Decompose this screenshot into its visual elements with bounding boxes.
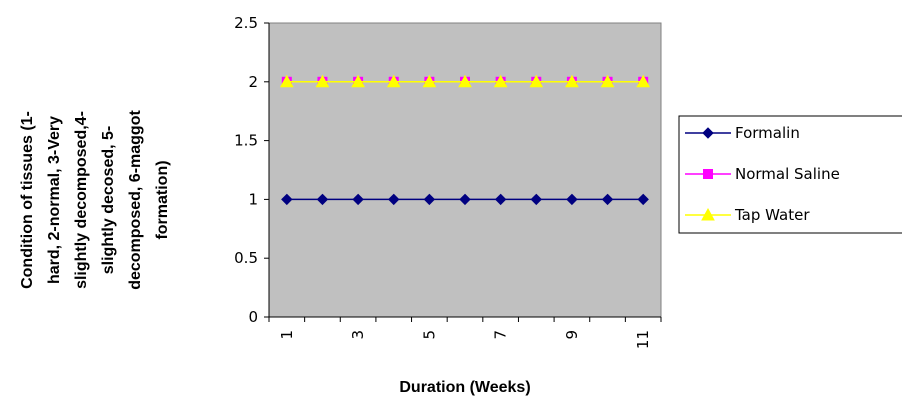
x-tick-label: 1 <box>278 330 296 340</box>
legend-item: Normal Saline <box>685 165 840 183</box>
data-point <box>458 74 472 88</box>
data-point <box>316 193 329 206</box>
legend-item: Tap Water <box>685 206 810 224</box>
series-formalin <box>281 193 649 206</box>
y-axis-title-line-6: formation) <box>154 160 171 239</box>
data-point <box>352 193 364 206</box>
y-tick-label: 2 <box>248 73 258 91</box>
legend-marker <box>701 207 715 221</box>
y-tick-label: 0 <box>248 308 258 326</box>
data-point <box>637 193 649 206</box>
data-point <box>386 74 401 88</box>
legend-label: Normal Saline <box>735 165 840 183</box>
data-point <box>423 193 436 206</box>
data-point <box>459 193 471 206</box>
x-tick-label: 7 <box>492 330 510 340</box>
data-point <box>566 193 578 206</box>
data-point <box>388 193 400 206</box>
data-point <box>529 74 544 88</box>
legend-label: Tap Water <box>734 206 810 224</box>
data-point <box>279 74 294 88</box>
y-axis-title: Condition of tissues (1- hard, 2-normal,… <box>19 110 171 290</box>
legend-item: Formalin <box>685 124 800 142</box>
y-tick-label: 2.5 <box>234 14 258 32</box>
y-tick-label: 0.5 <box>234 249 258 267</box>
x-axis-title: Duration (Weeks) <box>399 379 530 396</box>
y-axis-title-line-4: slightly decosed, 5- <box>100 126 117 274</box>
data-point <box>315 74 330 88</box>
data-point <box>601 193 614 206</box>
x-tick-label: 9 <box>563 330 581 340</box>
y-axis-title-line-5: decomposed, 6-maggot <box>127 110 144 290</box>
data-point <box>494 193 507 206</box>
data-point <box>351 74 365 88</box>
y-tick-label: 1 <box>248 190 258 208</box>
data-point <box>600 74 615 88</box>
x-tick-label: 11 <box>634 330 652 349</box>
series-tap-water <box>279 74 651 88</box>
data-point <box>422 74 437 88</box>
y-axis-title-line-3: slightly decomposed,4- <box>73 111 90 289</box>
y-axis-title-line-1: Condition of tissues (1- <box>19 111 36 289</box>
data-point <box>636 74 651 88</box>
y-axis-title-line-2: hard, 2-normal, 3-Very <box>46 116 63 284</box>
data-point <box>530 193 542 206</box>
legend-marker <box>702 127 714 139</box>
y-tick-label: 1.5 <box>234 132 258 150</box>
legend-marker <box>703 169 713 179</box>
data-point <box>281 193 293 206</box>
x-tick-label: 3 <box>349 330 367 340</box>
data-point <box>565 74 579 88</box>
plot-area <box>268 22 662 318</box>
x-tick-label: 5 <box>420 330 438 340</box>
legend: Formalin Normal Saline Tap Water <box>678 115 902 234</box>
data-point <box>493 74 508 88</box>
legend-label: Formalin <box>735 124 800 142</box>
